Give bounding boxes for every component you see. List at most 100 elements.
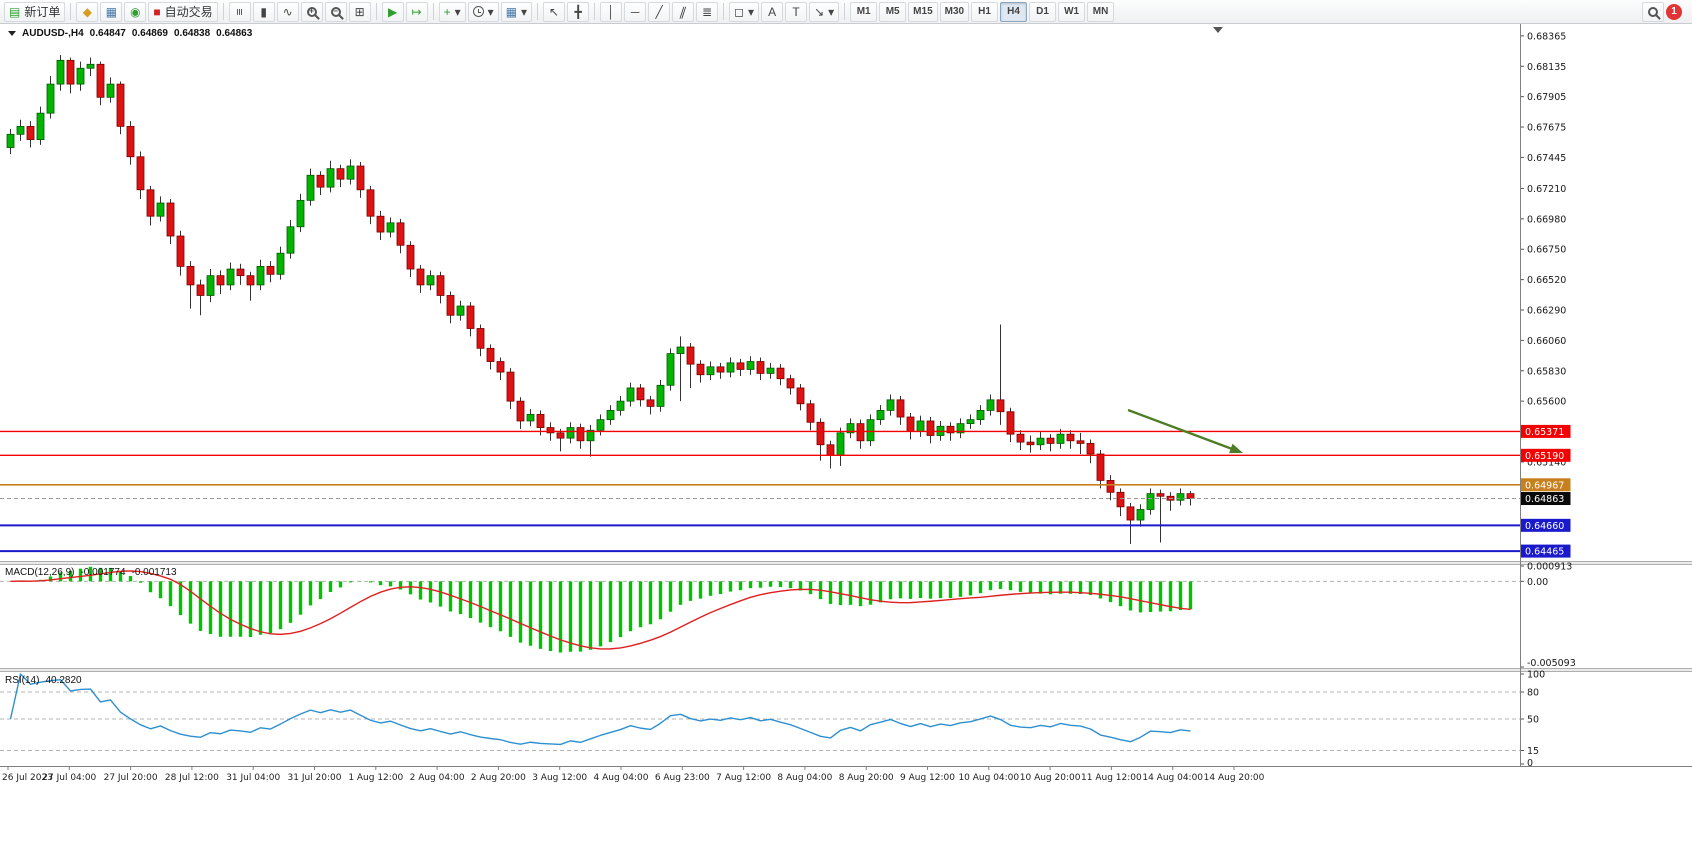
indicator-add-icon: + [443,4,451,19]
channel-button[interactable]: ∥ [672,1,695,22]
periods-button[interactable]: ▾ [467,1,499,22]
zoom-in-icon: + [306,6,317,17]
svg-text:0.65140: 0.65140 [1527,457,1566,468]
svg-text:10 Aug 04:00: 10 Aug 04:00 [958,773,1019,783]
navigator-icon: ◉ [130,4,141,19]
svg-text:0.000913: 0.000913 [1527,562,1572,573]
svg-text:0.66290: 0.66290 [1527,306,1566,317]
svg-text:1 Aug 12:00: 1 Aug 12:00 [348,773,403,783]
auto-scroll-icon: ▶ [388,4,398,19]
hline-0.65371[interactable]: 0.65371 [0,424,1571,438]
bar-chart-icon: ≡ [232,7,247,16]
zoom-out-icon: − [330,6,341,17]
fibonacci-button[interactable]: ≣ [696,1,719,22]
trendline-icon: ╱ [655,4,663,19]
new-order-icon: ▤ [9,4,21,19]
tile-windows-button[interactable]: ⊞ [348,1,371,22]
chevron-down-icon: ▾ [454,4,461,19]
trendline-button[interactable]: ╱ [648,1,671,22]
svg-text:31 Jul 20:00: 31 Jul 20:00 [288,773,342,783]
svg-text:28 Jul 12:00: 28 Jul 12:00 [165,773,219,783]
svg-text:27 Jul 20:00: 27 Jul 20:00 [104,773,158,783]
market-watch-button[interactable]: ◆ [76,1,99,22]
svg-text:15: 15 [1527,746,1539,757]
bar-chart-button[interactable]: ≡ [228,1,251,22]
price-scale[interactable]: 0.68365 0.68135 0.67905 0.67675 0.67445 0.672… [1520,31,1566,468]
shapes-button[interactable]: ◻ ▾ [729,1,760,22]
timeframe-d1-button[interactable]: D1 [1029,1,1057,22]
hline-0.64967[interactable]: 0.64967 [0,478,1571,492]
chart-shift-button[interactable]: ↦ [405,1,428,22]
svg-text:0.68365: 0.68365 [1527,31,1566,42]
svg-text:0.64660: 0.64660 [1525,521,1564,532]
rsi-line [9,673,1191,746]
text-label-icon: T [792,4,800,19]
svg-text:0.65371: 0.65371 [1525,427,1564,438]
cursor-button[interactable]: ↖ [543,1,566,22]
svg-text:8 Aug 20:00: 8 Aug 20:00 [839,773,894,783]
line-chart-button[interactable]: ∿ [276,1,299,22]
svg-text:0.65830: 0.65830 [1527,366,1566,377]
chart-shift-marker[interactable] [1213,27,1223,33]
macd-signal-line [10,570,1191,650]
crosshair-button[interactable]: ╋ [567,1,590,22]
timeframe-m15-button[interactable]: M15 [908,1,938,22]
shapes-icon: ◻ [734,4,745,19]
hline-0.65190[interactable]: 0.65190 [0,448,1571,462]
zoom-in-button[interactable]: + [300,1,323,22]
svg-text:50: 50 [1527,715,1539,726]
navigator-button[interactable]: ◉ [124,1,147,22]
svg-text:9 Aug 12:00: 9 Aug 12:00 [900,773,955,783]
current-price-marker: 0.64863 [0,492,1571,506]
indicators-button[interactable]: + ▾ [438,1,466,22]
timeframe-mn-button[interactable]: MN [1087,1,1115,22]
toolbar: ▤ 新订单 ◆ ▦ ◉ ■ 自动交易 ≡ ▮ ∿ + − ⊞ ▶ ↦ + ▾ ▾ … [0,0,1692,24]
timeframe-h1-button[interactable]: H1 [971,1,999,22]
data-window-button[interactable]: ▦ [100,1,123,22]
svg-text:0.00: 0.00 [1527,577,1548,588]
timeframe-m5-button[interactable]: M5 [879,1,907,22]
vertical-line-button[interactable]: │ [600,1,623,22]
chart-shift-icon: ↦ [411,4,422,19]
horizontal-line-button[interactable]: ─ [624,1,647,22]
cursor-icon: ↖ [549,4,560,19]
hline-0.64660[interactable]: 0.64660 [0,518,1571,532]
rsi-panel [0,673,1520,751]
new-order-label: 新订单 [24,5,61,19]
autotrade-button[interactable]: ■ 自动交易 [148,1,218,22]
svg-text:0.66060: 0.66060 [1527,336,1566,347]
new-order-button[interactable]: ▤ 新订单 [4,1,66,22]
candlesticks [6,55,1195,544]
trend-arrow-annotation[interactable] [1127,408,1243,454]
candlestick-chart-button[interactable]: ▮ [252,1,275,22]
text-label-button[interactable]: T [785,1,808,22]
toolbar-separator [537,3,539,20]
notification-badge[interactable]: 1 [1666,3,1682,20]
market-watch-icon: ◆ [82,4,92,19]
templates-button[interactable]: ▦ ▾ [500,1,533,22]
svg-text:0.67905: 0.67905 [1527,92,1566,103]
timeframe-m1-button[interactable]: M1 [850,1,878,22]
arrows-button[interactable]: ↘ ▾ [809,1,840,22]
chevron-down-icon: ▾ [748,4,755,19]
timeframe-w1-button[interactable]: W1 [1058,1,1086,22]
svg-text:0.67675: 0.67675 [1527,123,1566,134]
svg-text:11 Aug 12:00: 11 Aug 12:00 [1081,773,1142,783]
toolbar-separator [844,3,846,20]
template-icon: ▦ [505,4,518,19]
timeframe-m30-button[interactable]: M30 [939,1,970,22]
toolbar-separator [70,3,72,20]
zoom-out-button[interactable]: − [324,1,347,22]
auto-scroll-button[interactable]: ▶ [381,1,404,22]
svg-text:4 Aug 04:00: 4 Aug 04:00 [594,773,649,783]
chart-canvas[interactable]: 0.68365 0.68135 0.67905 0.67675 0.67445 0.672… [0,24,1692,790]
text-button[interactable]: A [761,1,784,22]
hline-0.64465[interactable]: 0.64465 [0,544,1571,558]
timeframe-h4-button[interactable]: H4 [1000,1,1028,22]
search-icon [1648,6,1658,17]
search-button[interactable] [1642,1,1664,22]
crosshair-icon: ╋ [574,4,582,19]
svg-text:7 Aug 12:00: 7 Aug 12:00 [716,773,771,783]
svg-text:0.68135: 0.68135 [1527,62,1566,73]
